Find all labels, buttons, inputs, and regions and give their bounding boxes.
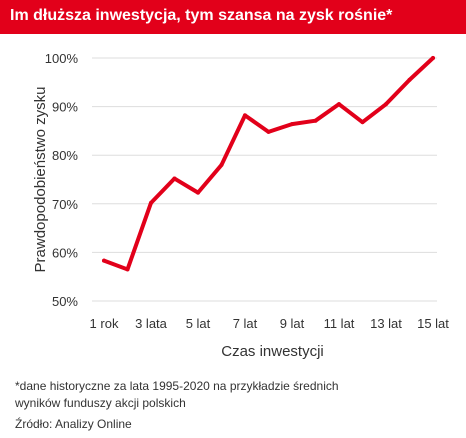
data-point [243, 113, 247, 118]
x-tick-label: 3 lata [135, 316, 168, 331]
footnote: *dane historyczne za lata 1995-2020 na p… [15, 378, 455, 412]
data-point [337, 102, 341, 107]
footnote-line-2: wyników funduszy akcji polskich [15, 396, 186, 410]
data-point [149, 200, 153, 205]
x-tick-label: 5 lat [186, 316, 211, 331]
x-tick-label: 13 lat [370, 316, 402, 331]
x-axis-label: Czas inwestycji [221, 343, 324, 360]
data-point [431, 56, 435, 60]
data-point [196, 190, 200, 195]
source-note: Źródło: Analizy Online [15, 417, 132, 431]
x-tick-label: 7 lat [233, 316, 258, 331]
data-point [172, 176, 177, 181]
y-tick-label: 50% [52, 294, 78, 309]
data-point [407, 77, 412, 82]
data-point [266, 129, 271, 134]
y-tick-label: 80% [52, 148, 78, 163]
chart-title: Im dłuższa inwestycja, tym szansa na zys… [10, 7, 393, 24]
x-tick-label: 1 rok [90, 316, 119, 331]
y-axis-ticks: 50% 60% 70% 80% 90% 100% [45, 51, 79, 309]
y-tick-label: 70% [52, 197, 78, 212]
data-point [219, 162, 224, 167]
data-point [384, 102, 388, 107]
y-axis-label: Prawdopodobieństwo zysku [32, 87, 49, 273]
x-tick-label: 9 lat [280, 316, 305, 331]
footnote-line-1: *dane historyczne za lata 1995-2020 na p… [15, 379, 339, 393]
x-tick-label: 15 lat [417, 316, 449, 331]
data-point [360, 120, 365, 125]
data-point [290, 122, 294, 127]
x-tick-label: 11 lat [324, 316, 355, 331]
line-chart: 50% 60% 70% 80% 90% 100% 1 rok 3 lata 5 lat 7 la… [32, 51, 450, 360]
x-axis-ticks: 1 rok 3 lata 5 lat 7 lat 9 lat 11 lat 13 lat 15… [90, 316, 450, 331]
data-point [102, 258, 106, 263]
series-line [102, 56, 435, 272]
y-tick-label: 100% [45, 51, 79, 66]
series-layer [102, 56, 435, 272]
grid-lines [92, 57, 437, 302]
title-bar: Im dłuższa inwestycja, tym szansa na zys… [0, 0, 466, 34]
data-point [125, 267, 130, 272]
data-point [313, 118, 318, 123]
y-tick-label: 90% [52, 100, 78, 115]
y-tick-label: 60% [52, 245, 78, 260]
